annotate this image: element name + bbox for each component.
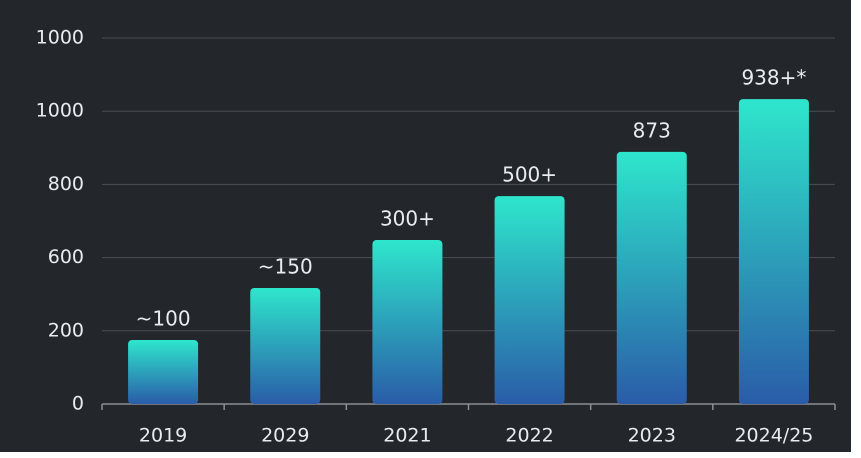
bar	[128, 339, 199, 404]
data-label: 938+*	[741, 66, 806, 90]
y-tick-label: 1000	[36, 100, 84, 122]
data-label: ~100	[136, 306, 191, 330]
x-tick-label: 2021	[383, 425, 431, 447]
data-label: 873	[633, 118, 671, 142]
x-tick-label: 2024/25	[734, 425, 813, 447]
x-tick-label: 2023	[628, 425, 676, 447]
bar	[616, 151, 687, 404]
data-label: 300+	[380, 207, 435, 231]
bar	[250, 287, 321, 404]
x-tick-label: 2019	[139, 425, 187, 447]
data-label: ~150	[258, 254, 313, 278]
bar	[494, 196, 565, 404]
y-tick-label: 0	[72, 393, 84, 415]
bar	[372, 240, 443, 404]
y-tick-label: 200	[48, 319, 84, 341]
bar	[738, 99, 809, 404]
y-tick-label: 600	[48, 246, 84, 268]
x-tick-label: 2022	[505, 425, 553, 447]
y-tick-label: 1000	[36, 27, 84, 49]
data-label: 500+	[502, 163, 557, 187]
x-tick-label: 2029	[261, 425, 309, 447]
y-tick-label: 800	[48, 173, 84, 195]
